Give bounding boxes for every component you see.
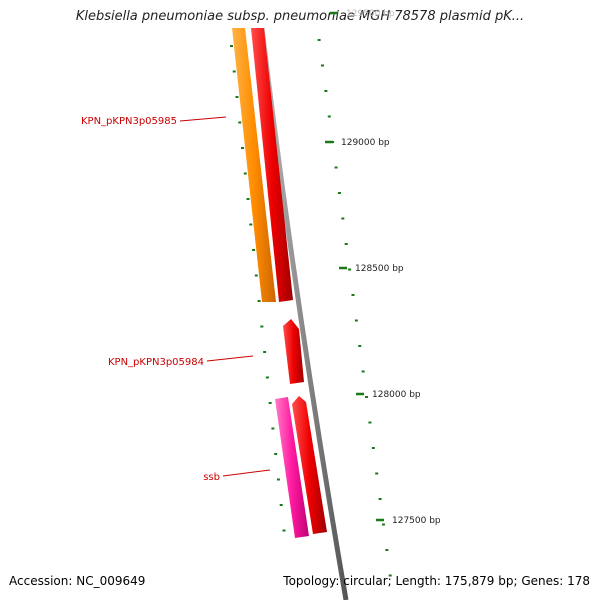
label-leader xyxy=(179,116,227,122)
gene-feature-KPN_pKPN3p05984[interactable] xyxy=(283,319,304,384)
accession-label: Accession: NC_009649 xyxy=(9,574,146,588)
gene-label[interactable]: KPN_pKPN3p05985 xyxy=(81,116,177,127)
gene-feature-ssb[interactable] xyxy=(275,397,309,538)
ruler-tick-label: 128500 bp xyxy=(355,264,404,274)
topology-summary: Topology: circular; Length: 175,879 bp; … xyxy=(283,574,590,588)
ruler-tick-label: 129500 bp xyxy=(346,9,395,19)
ruler-tick-label: 128000 bp xyxy=(372,390,421,400)
minor-ticks xyxy=(229,39,392,577)
ruler-tick-label: 127500 bp xyxy=(392,516,441,526)
gene-feature-orange[interactable] xyxy=(232,28,276,302)
label-leader xyxy=(206,355,254,362)
label-leader xyxy=(222,469,271,477)
gene-label[interactable]: KPN_pKPN3p05984 xyxy=(108,357,204,368)
map-title: Klebsiella pneumoniae subsp. pneumoniae … xyxy=(75,9,525,24)
gene-feature-red-upper[interactable] xyxy=(251,28,293,302)
gene-feature-red-lower[interactable] xyxy=(292,396,327,534)
ruler-major-ticks: 129500 bp 129000 bp 128500 bp 128000 bp 1275… xyxy=(325,9,441,526)
gene-label[interactable]: ssb xyxy=(203,472,220,483)
ruler-tick-label: 129000 bp xyxy=(341,138,390,148)
